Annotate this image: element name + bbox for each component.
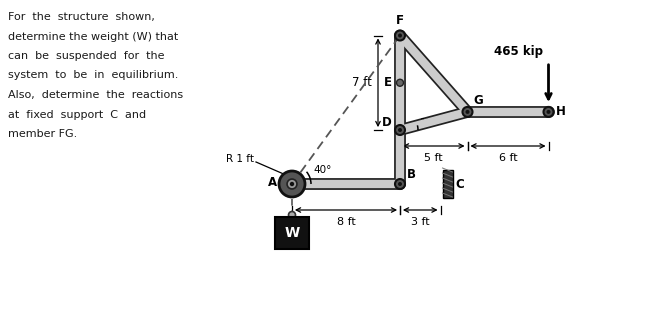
Text: can  be  suspended  for  the: can be suspended for the [8,51,165,61]
Text: B: B [407,168,416,181]
Circle shape [543,107,553,117]
Text: 8 ft: 8 ft [336,217,356,227]
Text: 5 ft: 5 ft [424,153,443,163]
Text: 3 ft: 3 ft [411,217,430,227]
Circle shape [398,128,402,132]
Circle shape [398,182,402,186]
Text: H: H [555,106,565,119]
Circle shape [466,110,470,114]
Text: 6 ft: 6 ft [499,153,517,163]
Bar [442,170,452,198]
Text: 15°: 15° [420,118,438,128]
Text: C: C [456,178,464,191]
Circle shape [396,79,404,86]
Text: 465 kip: 465 kip [494,45,543,58]
Circle shape [395,125,405,135]
Text: system  to  be  in  equilibrium.: system to be in equilibrium. [8,70,178,80]
Text: D: D [382,116,392,129]
Text: F: F [396,15,404,28]
Text: G: G [474,94,484,107]
Text: determine the weight (W) that: determine the weight (W) that [8,32,178,42]
Text: R 1 ft: R 1 ft [226,154,254,164]
Circle shape [398,34,402,38]
Text: A: A [268,177,277,190]
Circle shape [395,31,405,41]
Circle shape [462,107,472,117]
Text: Also,  determine  the  reactions: Also, determine the reactions [8,90,183,100]
Text: W: W [284,226,300,240]
Text: E: E [384,76,392,89]
Text: member FG.: member FG. [8,129,77,139]
Circle shape [547,110,551,114]
Text: at  fixed  support  C  and: at fixed support C and [8,110,146,120]
Text: 7 ft: 7 ft [352,76,372,89]
Text: For  the  structure  shown,: For the structure shown, [8,12,155,22]
Circle shape [279,171,305,197]
Circle shape [288,211,296,218]
Circle shape [395,179,405,189]
Text: 40°: 40° [313,165,332,175]
Circle shape [287,179,297,189]
Bar [275,217,309,249]
Circle shape [290,182,294,186]
